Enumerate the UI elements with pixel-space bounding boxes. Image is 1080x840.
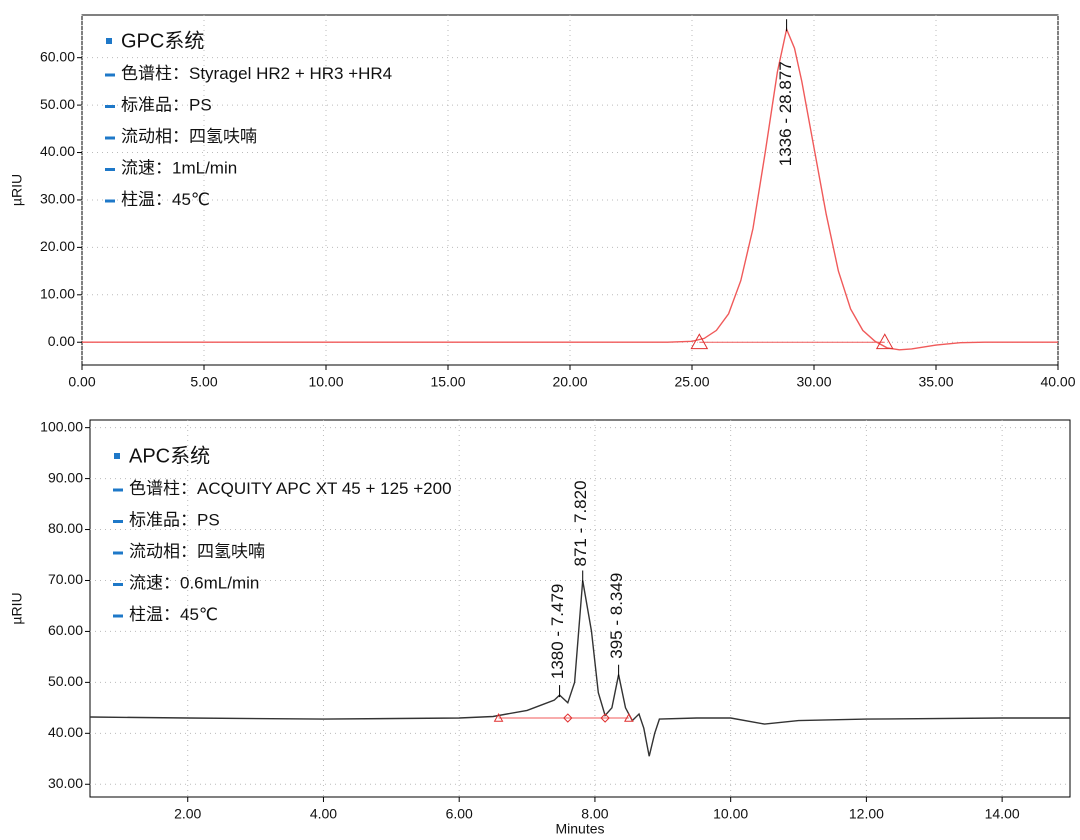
x-tick-label: 2.00 (174, 806, 201, 822)
bullet (113, 583, 123, 586)
y-tick-label: 80.00 (48, 520, 83, 536)
y-tick-label: 70.00 (48, 571, 83, 587)
annotation: APC系统 (129, 444, 210, 467)
x-axis-label: Minutes (555, 821, 604, 837)
peak-label: 1336 - 28.877 (776, 61, 795, 166)
bullet (114, 453, 120, 459)
y-tick-label: 60.00 (48, 622, 83, 638)
bullet (113, 614, 123, 618)
peak-label: 395 - 8.349 (607, 573, 626, 659)
x-tick-label: 40.00 (1040, 374, 1075, 390)
x-tick-label: 20.00 (552, 374, 587, 390)
y-axis-label: µRIU (9, 592, 25, 624)
y-tick-label: 30.00 (40, 191, 75, 207)
bullet (105, 73, 115, 77)
y-tick-label: 0.00 (48, 333, 75, 349)
x-tick-label: 4.00 (310, 806, 337, 822)
integration-marker (690, 333, 709, 350)
annotation: 流速：1mL/min (121, 158, 237, 177)
y-tick-label: 40.00 (40, 143, 75, 159)
x-tick-label: 12.00 (849, 806, 884, 822)
plot-frame (89, 419, 1071, 798)
y-tick-label: 20.00 (40, 238, 75, 254)
x-tick-label: 14.00 (985, 806, 1020, 822)
y-tick-label: 30.00 (48, 775, 83, 791)
annotation: 标准品：PS (121, 95, 212, 114)
bullet (113, 551, 123, 555)
x-tick-label: 6.00 (446, 806, 473, 822)
annotation: 柱温：45℃ (121, 190, 210, 209)
bullet (113, 488, 123, 492)
y-tick-label: 40.00 (48, 724, 83, 740)
integration-marker (600, 713, 610, 723)
annotation: 标准品：PS (129, 510, 220, 529)
x-tick-label: 0.00 (68, 374, 95, 390)
annotation: 流速：0.6mL/min (129, 573, 259, 592)
annotation: 柱温：45℃ (129, 605, 218, 624)
annotation: GPC系统 (121, 29, 204, 52)
x-tick-label: 15.00 (430, 374, 465, 390)
bullet (105, 105, 115, 108)
bullet (113, 520, 123, 523)
integration-marker (624, 713, 634, 722)
signal-line (89, 580, 1070, 757)
peak-label: 871 - 7.820 (571, 480, 590, 566)
y-tick-label: 90.00 (48, 469, 83, 485)
integration-marker (493, 713, 504, 722)
x-tick-label: 10.00 (713, 806, 748, 822)
y-tick-label: 10.00 (40, 286, 75, 302)
integration-marker (563, 713, 573, 723)
y-tick-label: 60.00 (40, 48, 75, 64)
signal-line (82, 26, 1058, 351)
integration-marker (875, 333, 894, 350)
annotation: 色谱柱：Styragel HR2 + HR3 +HR4 (121, 64, 392, 83)
x-tick-label: 35.00 (918, 374, 953, 390)
x-tick-label: 5.00 (190, 374, 217, 390)
x-tick-label: 25.00 (674, 374, 709, 390)
bullet (105, 168, 115, 171)
x-tick-label: 10.00 (308, 374, 343, 390)
x-tick-label: 8.00 (581, 806, 608, 822)
y-tick-label: 50.00 (48, 673, 83, 689)
annotation: 流动相：四氢呋喃 (121, 127, 257, 146)
y-tick-label: 50.00 (40, 96, 75, 112)
bullet (106, 38, 112, 44)
y-axis-label: µRIU (9, 174, 25, 206)
bullet (105, 136, 115, 140)
bullet (105, 199, 115, 203)
annotation: 色谱柱：ACQUITY APC XT 45 + 125 +200 (129, 479, 452, 498)
x-tick-label: 30.00 (796, 374, 831, 390)
annotation: 流动相：四氢呋喃 (129, 542, 265, 561)
y-tick-label: 100.00 (40, 418, 83, 434)
peak-label: 1380 - 7.479 (548, 584, 567, 679)
